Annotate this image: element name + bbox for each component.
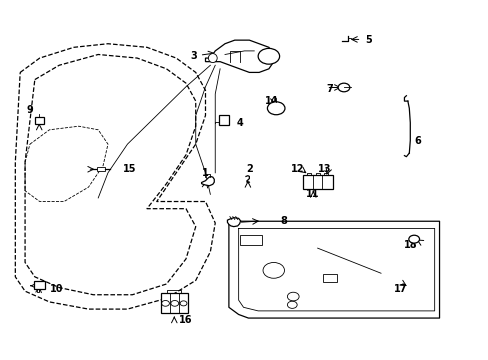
Circle shape <box>267 102 285 115</box>
Ellipse shape <box>208 54 217 63</box>
Text: 1: 1 <box>202 168 208 178</box>
Text: 4: 4 <box>236 118 243 128</box>
Text: 9: 9 <box>26 105 33 115</box>
Text: 17: 17 <box>393 284 407 294</box>
Text: 3: 3 <box>189 51 196 61</box>
Text: 8: 8 <box>280 216 286 226</box>
Circle shape <box>258 48 279 64</box>
Circle shape <box>408 235 419 243</box>
Text: 2: 2 <box>245 164 252 174</box>
Text: 14: 14 <box>264 96 278 106</box>
Text: 16: 16 <box>179 315 192 325</box>
Text: 12: 12 <box>291 164 304 174</box>
Bar <box>35 117 43 125</box>
Bar <box>219 116 228 125</box>
Bar <box>97 167 105 171</box>
Text: 10: 10 <box>50 284 63 294</box>
Bar <box>34 281 44 289</box>
Circle shape <box>337 83 349 92</box>
Bar <box>160 293 187 314</box>
Text: 18: 18 <box>403 239 416 249</box>
Bar <box>303 175 332 189</box>
Text: 11: 11 <box>305 189 319 199</box>
Bar <box>322 274 336 282</box>
Text: 6: 6 <box>413 136 420 145</box>
Text: 15: 15 <box>123 164 136 174</box>
Text: 7: 7 <box>326 84 332 94</box>
Text: 13: 13 <box>318 164 331 174</box>
Text: 5: 5 <box>365 35 371 45</box>
Polygon shape <box>201 176 214 186</box>
Bar <box>239 234 261 245</box>
Polygon shape <box>205 40 273 72</box>
Polygon shape <box>227 218 240 226</box>
